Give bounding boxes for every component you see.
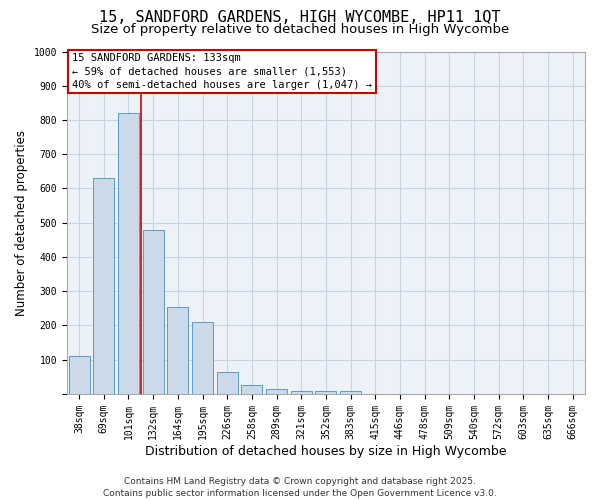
Bar — [167, 306, 188, 394]
Bar — [291, 390, 311, 394]
Text: 15 SANDFORD GARDENS: 133sqm
← 59% of detached houses are smaller (1,553)
40% of : 15 SANDFORD GARDENS: 133sqm ← 59% of det… — [72, 53, 372, 90]
Text: 15, SANDFORD GARDENS, HIGH WYCOMBE, HP11 1QT: 15, SANDFORD GARDENS, HIGH WYCOMBE, HP11… — [99, 10, 501, 25]
X-axis label: Distribution of detached houses by size in High Wycombe: Distribution of detached houses by size … — [145, 444, 506, 458]
Bar — [340, 390, 361, 394]
Text: Size of property relative to detached houses in High Wycombe: Size of property relative to detached ho… — [91, 22, 509, 36]
Bar — [217, 372, 238, 394]
Bar — [118, 113, 139, 394]
Bar — [68, 356, 89, 394]
Y-axis label: Number of detached properties: Number of detached properties — [15, 130, 28, 316]
Text: Contains HM Land Registry data © Crown copyright and database right 2025.
Contai: Contains HM Land Registry data © Crown c… — [103, 476, 497, 498]
Bar — [316, 390, 337, 394]
Bar — [94, 178, 114, 394]
Bar — [143, 230, 164, 394]
Bar — [192, 322, 213, 394]
Bar — [241, 386, 262, 394]
Bar — [266, 389, 287, 394]
